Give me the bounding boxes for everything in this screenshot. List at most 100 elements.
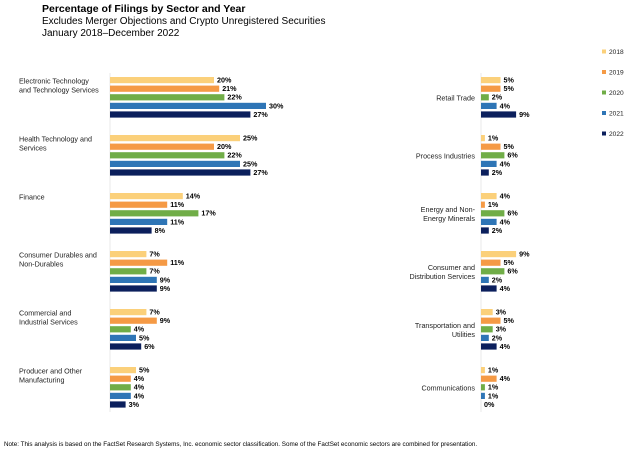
data-label: 6%	[507, 209, 518, 218]
data-label: 22%	[227, 93, 242, 102]
category-label: Distribution Services	[409, 272, 475, 281]
bar	[110, 401, 126, 408]
category-label: Utilities	[452, 330, 476, 339]
data-label: 6%	[144, 342, 155, 351]
data-label: 4%	[500, 342, 511, 351]
data-label: 11%	[170, 200, 185, 209]
data-label: 11%	[170, 258, 185, 267]
bar	[110, 201, 168, 208]
data-label: 5%	[504, 142, 515, 151]
data-label: 6%	[507, 151, 518, 160]
category-label: Retail Trade	[436, 93, 475, 102]
category-label: Producer and Other	[19, 367, 83, 376]
bar	[110, 77, 214, 84]
bar	[481, 94, 489, 101]
data-label: 11%	[170, 217, 185, 226]
bar	[481, 152, 505, 159]
legend-swatch	[602, 70, 606, 74]
bar	[110, 152, 225, 159]
bar	[481, 375, 497, 382]
legend-swatch	[602, 111, 606, 115]
bar	[481, 85, 501, 92]
data-label: 5%	[504, 316, 515, 325]
bar	[110, 94, 225, 101]
bar	[110, 102, 266, 109]
bar	[481, 102, 497, 109]
data-label: 9%	[160, 316, 171, 325]
bar	[110, 160, 240, 167]
data-label: 4%	[500, 217, 511, 226]
data-label: 3%	[496, 325, 507, 334]
legend-swatch	[602, 49, 606, 54]
data-label: 14%	[186, 192, 201, 201]
bar	[110, 169, 251, 176]
bar	[481, 268, 505, 275]
data-label: 1%	[488, 391, 499, 400]
bar	[110, 392, 131, 399]
bar	[481, 160, 497, 167]
data-label: 5%	[504, 258, 515, 267]
bar	[110, 218, 168, 225]
bar	[481, 309, 493, 316]
data-label: 5%	[139, 366, 150, 375]
legend-label: 2022	[609, 131, 624, 138]
data-label: 4%	[500, 101, 511, 110]
data-label: 7%	[149, 308, 160, 317]
data-label: 20%	[217, 142, 232, 151]
bar	[110, 259, 168, 266]
legend-label: 2018	[609, 49, 624, 56]
data-label: 3%	[129, 400, 140, 409]
data-label: 3%	[496, 308, 507, 317]
data-label: 4%	[134, 325, 145, 334]
data-label: 27%	[253, 110, 268, 119]
data-label: 5%	[139, 333, 150, 342]
data-label: 30%	[269, 101, 284, 110]
category-label: Consumer Durables and	[19, 251, 97, 260]
category-label: Communications	[421, 383, 475, 392]
data-label: 25%	[243, 159, 258, 168]
data-label: 9%	[519, 250, 530, 259]
legend-label: 2019	[609, 69, 624, 76]
data-label: 7%	[149, 250, 160, 259]
data-label: 27%	[253, 168, 268, 177]
category-label: Consumer and	[428, 263, 475, 272]
bar	[481, 317, 501, 324]
data-label: 2%	[492, 333, 503, 342]
data-label: 2%	[492, 226, 503, 235]
category-label: Electronic Technology	[19, 77, 89, 86]
data-label: 5%	[504, 76, 515, 85]
bar	[110, 367, 136, 374]
bar	[481, 111, 517, 118]
data-label: 1%	[488, 383, 499, 392]
data-label: 6%	[507, 267, 518, 276]
data-label: 9%	[160, 275, 171, 284]
chart-period: January 2018–December 2022	[42, 28, 180, 39]
chart-header: Percentage of Filings by Sector and Year…	[42, 3, 325, 41]
data-label: 1%	[488, 134, 499, 143]
category-label: Finance	[19, 193, 45, 202]
bar	[110, 309, 147, 316]
bar	[481, 218, 497, 225]
category-label: Non-Durables	[19, 260, 64, 269]
bar	[481, 135, 485, 142]
data-label: 0%	[484, 400, 495, 409]
legend-label: 2021	[609, 110, 624, 117]
bar	[110, 210, 199, 217]
bar	[110, 326, 131, 333]
bar	[110, 227, 152, 234]
category-label: Health Technology and	[19, 135, 92, 144]
bar	[481, 343, 497, 350]
data-label: 1%	[488, 366, 499, 375]
bar	[110, 143, 214, 150]
data-label: 9%	[519, 110, 530, 119]
footnote: Note: This analysis is based on the Fact…	[4, 441, 478, 448]
bar	[110, 111, 251, 118]
legend-label: 2020	[609, 90, 624, 97]
bar	[481, 193, 497, 200]
bar	[481, 227, 489, 234]
bar	[481, 77, 501, 84]
category-label: Manufacturing	[19, 376, 65, 385]
data-label: 1%	[488, 200, 499, 209]
bar	[481, 392, 485, 399]
